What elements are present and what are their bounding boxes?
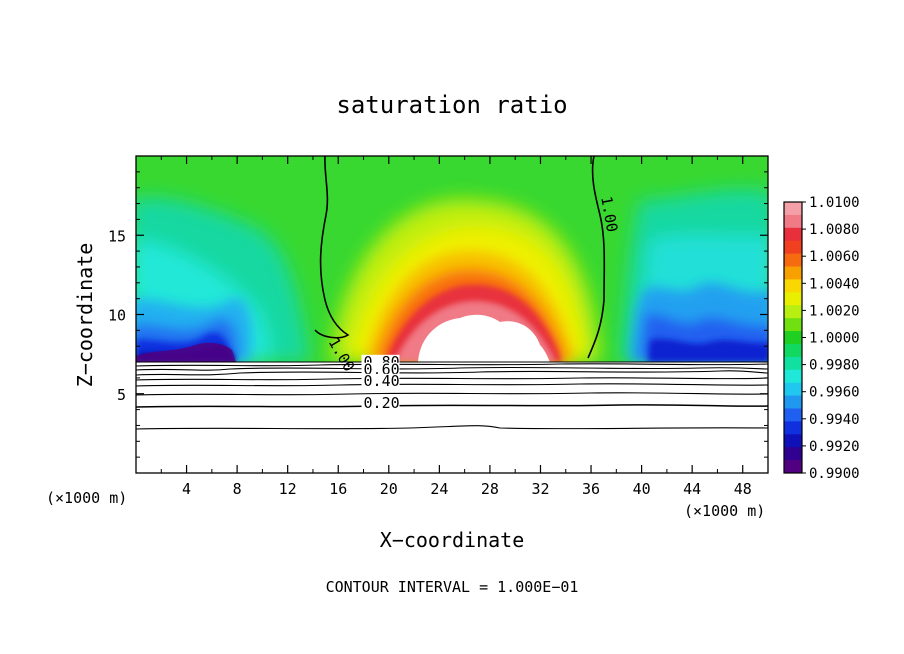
colorbar-swatch [784, 343, 802, 358]
x-tick-label: 24 [430, 480, 448, 498]
colorbar-label: 0.9960 [809, 385, 860, 401]
x-tick-label: 32 [531, 480, 549, 498]
colorbar-swatch [784, 356, 802, 371]
x-tick-label: 36 [582, 480, 600, 498]
x-tick-label: 44 [683, 480, 701, 498]
x-tick-label: 28 [481, 480, 499, 498]
colorbar-swatch [784, 421, 802, 435]
saturated-core [418, 314, 550, 362]
colorbar-swatch [784, 434, 802, 448]
colorbar-label: 0.9980 [809, 358, 860, 374]
contour-interval-note: CONTOUR INTERVAL = 1.000E−01 [326, 578, 579, 596]
contour-label-bg [361, 396, 400, 412]
colorbar-swatch [784, 408, 802, 422]
y-tick-label: 15 [108, 227, 126, 245]
colorbar-swatch [784, 395, 802, 409]
colorbar [783, 201, 803, 474]
x-axis-label: X−coordinate [380, 528, 525, 552]
colorbar-swatch [784, 227, 802, 242]
colorbar-labels: 1.0100 1.0080 1.0060 1.0040 1.0020 1.0000 0.99… [802, 195, 860, 482]
y-axis-label: Z−coordinate [73, 243, 97, 388]
colorbar-label: 1.0000 [809, 331, 860, 347]
colorbar-swatch [784, 305, 802, 319]
x-tick-label: 8 [233, 480, 242, 498]
colorbar-swatch [784, 253, 802, 268]
x-axis-ticks: 4 8 12 16 20 24 28 32 36 40 44 48 [160, 156, 752, 498]
colorbar-label: 0.9920 [809, 439, 860, 455]
colorbar-swatch [784, 331, 802, 345]
colorbar-label: 1.0100 [809, 195, 860, 211]
colorbar-swatch [784, 202, 802, 216]
colorbar-label: 0.9940 [809, 412, 860, 428]
colorbar-label: 1.0040 [809, 276, 860, 292]
colorbar-swatch [784, 460, 802, 474]
colorbar-swatch [784, 279, 802, 293]
colorbar-swatch [784, 318, 802, 332]
x-unit-left: (×1000 m) [46, 489, 127, 507]
colorbar-label: 0.9900 [809, 466, 860, 482]
x-unit-right: (×1000 m) [684, 502, 765, 520]
y-tick-label: 10 [108, 307, 126, 325]
contour-label-bg [361, 373, 400, 389]
contour-label: 1.00 [597, 195, 621, 234]
colorbar-swatch [784, 369, 802, 384]
colorbar-swatch [784, 240, 802, 255]
contour-label: 0.20 [364, 394, 400, 412]
colorbar-swatch [784, 447, 802, 461]
colorbar-swatch [784, 266, 802, 280]
colorbar-label: 1.0060 [809, 249, 860, 265]
y-axis-ticks: 5 10 15 [108, 171, 768, 458]
colorbar-label: 1.0080 [809, 222, 860, 238]
colorbar-label: 1.0020 [809, 303, 860, 319]
x-tick-label: 40 [633, 480, 651, 498]
colorbar-swatch [784, 292, 802, 306]
contour-lines-upper [314, 156, 606, 359]
x-tick-label: 12 [279, 480, 297, 498]
colorbar-swatch [784, 382, 802, 397]
x-tick-label: 4 [182, 480, 191, 498]
contour-label: 0.40 [364, 372, 400, 390]
x-tick-label: 20 [380, 480, 398, 498]
colorbar-swatch [784, 214, 802, 229]
x-tick-label: 48 [734, 480, 752, 498]
x-tick-label: 16 [329, 480, 347, 498]
chart-title: saturation ratio [336, 91, 567, 119]
y-tick-label: 5 [117, 386, 126, 404]
terrain-contours [136, 361, 768, 430]
saturation-field [136, 156, 768, 362]
